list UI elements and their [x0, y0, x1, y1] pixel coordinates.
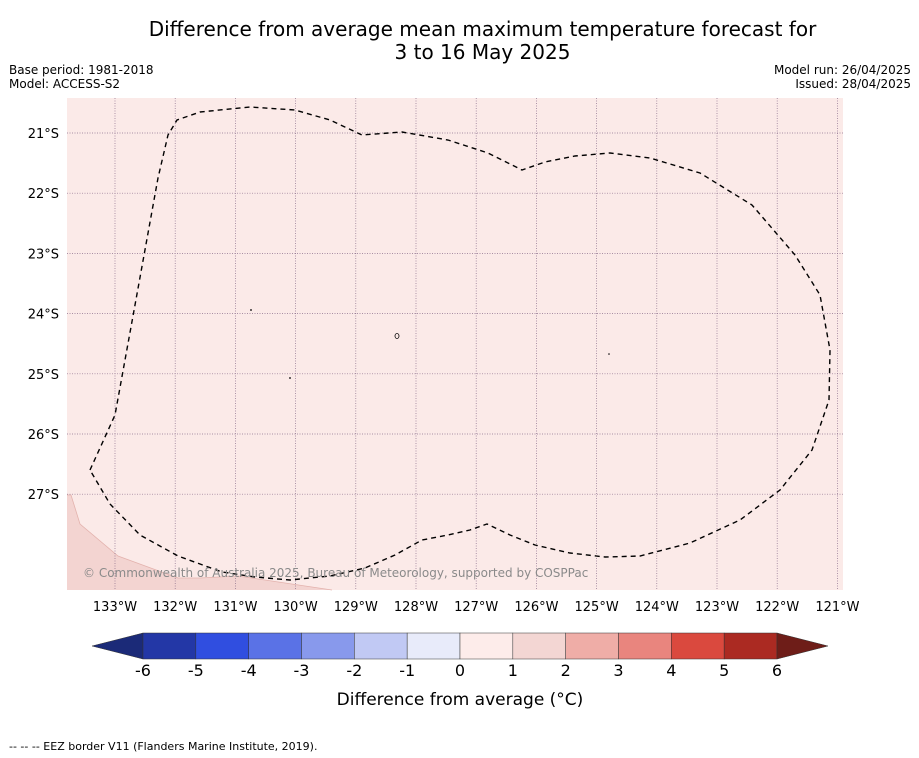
colorbar-cell — [406, 632, 461, 660]
latitude-labels: 21°S 22°S 23°S 24°S 25°S 26°S 27°S — [28, 127, 59, 503]
colorbar-tick-label: -3 — [294, 661, 310, 680]
colorbar-tick-label: 6 — [772, 661, 782, 680]
anomaly-contour — [67, 494, 333, 591]
colorbar-cell — [354, 632, 408, 660]
copyright-notice: © Commonwealth of Australia 2025, Bureau… — [83, 566, 588, 580]
colorbar-cell — [671, 632, 725, 660]
eez-border — [89, 106, 831, 581]
colorbar-tick-label: 5 — [719, 661, 729, 680]
colorbar-cell — [565, 632, 619, 660]
colorbar-tick-label: -1 — [399, 661, 415, 680]
colorbar-cell — [459, 632, 514, 660]
longitude-label: 133°W — [93, 600, 137, 615]
longitude-label: 125°W — [575, 600, 619, 615]
latitude-label: 22°S — [28, 187, 59, 202]
eez-source-note: -- -- -- EEZ border V11 (Flanders Marine… — [9, 740, 318, 753]
colorbar-tick-label: 2 — [561, 661, 571, 680]
colorbar-tick-label: 0 — [455, 661, 465, 680]
island-marker — [608, 353, 610, 355]
map-title: Difference from average mean maximum tem… — [0, 18, 919, 64]
colorbar-cell — [723, 632, 778, 660]
colorbar-title: Difference from average (°C) — [337, 690, 584, 710]
issued-date: Issued: 28/04/2025 — [795, 77, 911, 91]
colorbar-tick-label: -4 — [241, 661, 257, 680]
longitude-label: 130°W — [274, 600, 318, 615]
colorbar-cell — [195, 632, 249, 660]
longitude-label: 126°W — [514, 600, 558, 615]
model-run: Model run: 26/04/2025 — [773, 63, 911, 77]
longitude-label: 123°W — [695, 600, 739, 615]
meta-right: Model run: 26/04/2025 Issued: 28/04/2025 — [774, 63, 911, 91]
latitude-label: 23°S — [28, 247, 59, 262]
colorbar-cell — [248, 632, 302, 660]
latitude-label: 25°S — [28, 368, 59, 383]
longitude-label: 124°W — [635, 600, 679, 615]
longitude-label: 132°W — [153, 600, 197, 615]
longitude-label: 128°W — [394, 600, 438, 615]
island-marker — [250, 309, 252, 311]
longitude-label: 127°W — [454, 600, 498, 615]
base-period: Base period: 1981-2018 — [9, 63, 154, 77]
colorbar: -6 -5 -4 -3 -2 -1 0 1 2 3 4 5 6 Difference from aver… — [91, 632, 829, 710]
colorbar-tick-label: 3 — [613, 661, 623, 680]
model-name: Model: ACCESS-S2 — [9, 77, 121, 91]
colorbar-tick-label: 4 — [666, 661, 676, 680]
latitude-label: 26°S — [28, 428, 59, 443]
longitude-label: 129°W — [334, 600, 378, 615]
colorbar-tick-label: -6 — [135, 661, 151, 680]
colorbar-over-arrow — [776, 632, 829, 660]
colorbar-tick-label: 1 — [508, 661, 518, 680]
latitude-label: 24°S — [28, 308, 59, 323]
colorbar-cell — [142, 632, 197, 660]
title-line-1: Difference from average mean maximum tem… — [148, 17, 817, 41]
longitude-label: 121°W — [815, 600, 859, 615]
colorbar-tick-label: -5 — [188, 661, 204, 680]
island-outline — [394, 333, 400, 339]
longitude-label: 122°W — [755, 600, 799, 615]
meta-left: Base period: 1981-2018 Model: ACCESS-S2 — [9, 63, 154, 91]
colorbar-cell — [301, 632, 355, 660]
longitude-labels: 133°W 132°W 131°W 130°W 129°W 128°W 127°W 126°W… — [93, 600, 860, 615]
colorbar-cell — [618, 632, 672, 660]
graticule — [67, 98, 843, 590]
title-line-2: 3 to 16 May 2025 — [394, 40, 571, 64]
colorbar-cell — [512, 632, 566, 660]
colorbar-tick-label: -2 — [346, 661, 362, 680]
longitude-label: 131°W — [213, 600, 257, 615]
latitude-label: 27°S — [28, 488, 59, 503]
warmer-anomaly-region — [67, 495, 332, 590]
latitude-label: 21°S — [28, 127, 59, 142]
island-marker — [289, 377, 291, 379]
colorbar-under-arrow — [91, 632, 144, 660]
map-panel — [67, 98, 843, 590]
